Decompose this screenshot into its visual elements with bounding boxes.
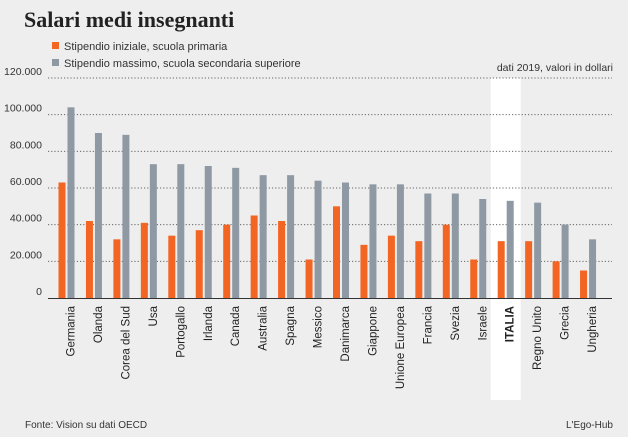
bar-max [451,193,459,298]
source-text: Fonte: Vision su dati OECD [25,420,147,431]
bar-max [314,180,322,298]
bar-initial [552,261,560,298]
bar-initial [442,224,450,298]
bar-initial [525,241,533,298]
bar-initial [250,215,258,298]
bar-max [177,164,185,298]
plot-area: 0 20.000 40.000 60.000 80.000 100.000 120.000 G… [4,66,612,400]
x-category-label: Irlanda [203,305,215,341]
chart-note: dati 2019, valori in dollari [497,62,613,74]
bar-max [232,167,240,298]
x-category-label: Giappone [367,306,379,356]
bar-initial [415,241,423,298]
y-tick-label: 80.000 [10,139,42,151]
bar-max [479,199,487,298]
x-category-label: Francia [422,305,434,344]
x-category-label: Danimarca [340,305,352,361]
x-category-label: Usa [148,305,160,326]
chart-title: Salari medi insegnanti [24,7,234,32]
y-tick-label: 0 [36,286,42,298]
bar-max [122,134,130,298]
bar-max [259,175,267,298]
bar-max [287,175,295,298]
bar-max [424,193,432,298]
bar-initial [58,182,66,298]
bar-max [534,202,542,298]
bar-max [589,239,597,298]
x-category-label: Messico [313,306,325,348]
bar-max [396,184,404,298]
bar-initial [333,206,340,298]
x-category-label: Spagna [285,305,297,345]
bar-initial [168,235,176,298]
y-tick-label: 40.000 [10,213,42,225]
bar-max [506,200,514,298]
bar-initial [195,230,203,298]
x-category-label: Svezia [450,305,462,340]
bar-max [149,164,157,298]
legend-label-initial: Stipendio iniziale, scuola primaria [64,41,228,53]
legend: Stipendio iniziale, scuola primaria Stip… [52,41,301,70]
y-tick-label: 60.000 [10,176,42,188]
bar-max [204,166,212,298]
bar-initial [497,241,505,298]
y-tick-label: 120.000 [4,66,42,78]
bar-max [67,107,75,298]
bar-initial [113,239,121,298]
x-category-label: Grecia [560,305,572,339]
bar-initial [387,235,395,298]
x-category-label: Australia [258,305,270,350]
bar-initial [85,221,93,298]
legend-swatch-initial [52,42,59,49]
y-tick-label: 100.000 [4,103,42,115]
bar-initial [580,270,588,298]
bar-initial [305,259,313,298]
legend-label-max: Stipendio massimo, scuola secondaria sup… [64,58,301,70]
x-category-label: Canada [230,305,242,346]
legend-swatch-max [52,59,59,66]
y-tick-label: 20.000 [10,249,42,261]
bar-max [369,184,377,298]
x-category-label: Ungheria [587,305,599,352]
x-category-label: Olanda [93,305,105,343]
bar-max [342,182,349,298]
x-category-label: ITALIA [505,306,517,342]
bar-initial [278,221,286,298]
x-category-label: Unione Europea [395,305,407,389]
x-category-label: Regno Unito [532,306,544,370]
bar-initial [360,244,368,298]
x-category-label: Corea del Sud [120,306,132,380]
bar-initial [140,222,148,298]
x-category-label: Germania [66,305,78,356]
bar-max [94,133,102,298]
bar-max [561,224,569,298]
x-category-label: Portogallo [175,306,187,358]
highlight-band [490,78,521,400]
bar-initial [470,259,478,298]
x-category-label: Israele [477,306,489,341]
bar-initial [223,224,231,298]
credit-text: L'Ego-Hub [566,420,613,431]
